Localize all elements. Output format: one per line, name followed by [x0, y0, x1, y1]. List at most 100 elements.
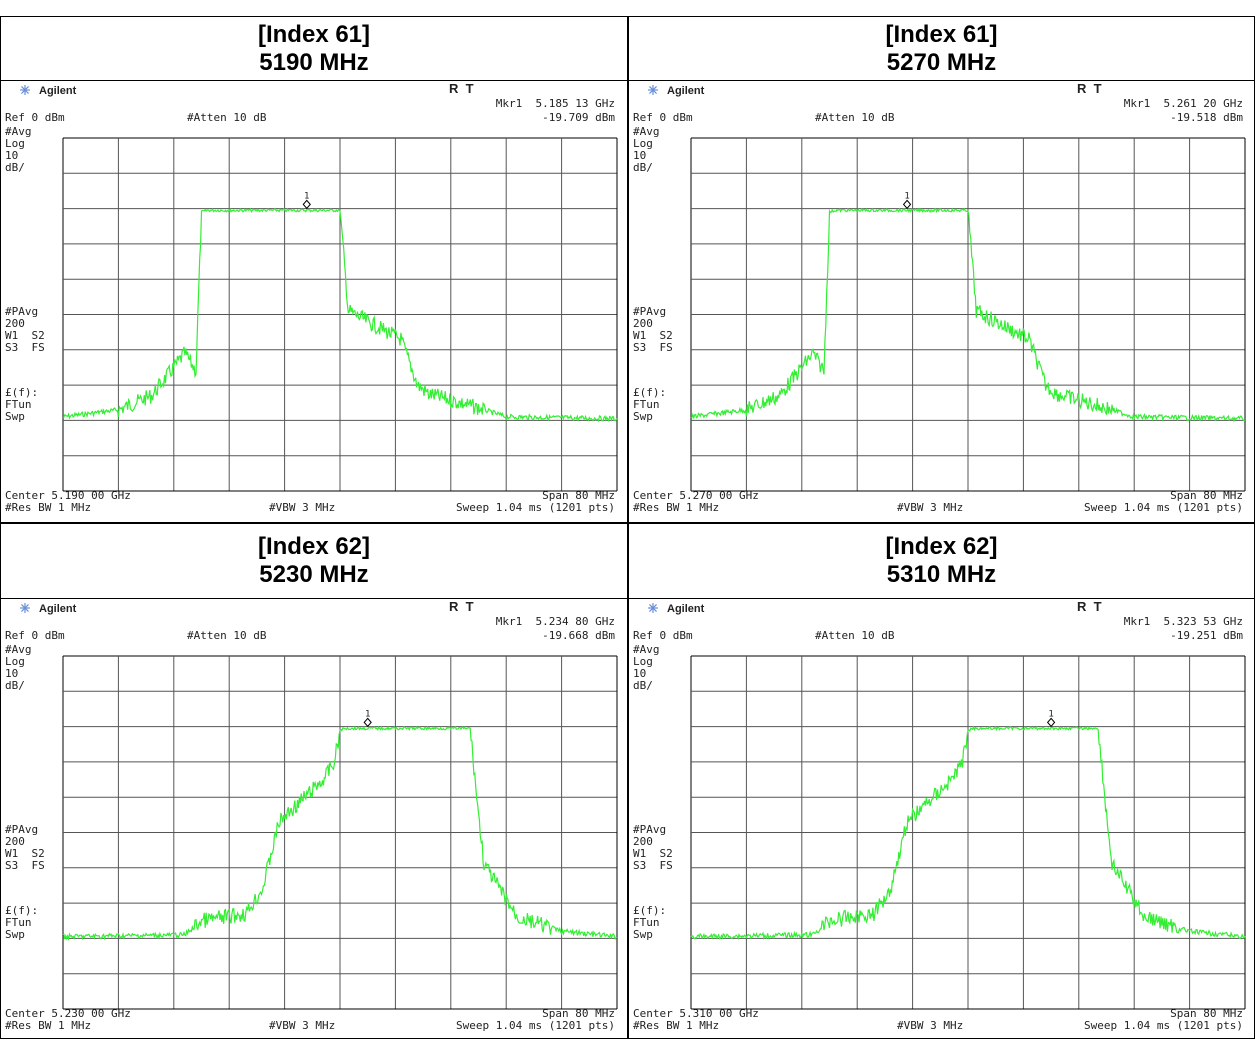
vbw: #VBW 3 MHz — [897, 501, 963, 514]
attenuation: #Atten 10 dB — [815, 111, 895, 124]
vbw: #VBW 3 MHz — [269, 1019, 335, 1032]
center-freq: Center 5.310 00 GHz — [633, 1007, 759, 1020]
trace — [690, 725, 1246, 941]
marker-diamond — [1046, 717, 1056, 728]
res-bw: #Res BW 1 MHz — [5, 501, 91, 514]
side-label: #Avg — [5, 125, 32, 138]
marker-label: 1 — [304, 191, 309, 201]
side-label: W1 S2 — [5, 847, 45, 860]
heading-line: 5270 MHz — [886, 48, 997, 76]
panel-heading: [Index 62] 5310 MHz — [628, 523, 1255, 599]
side-label: £(f): — [5, 386, 38, 399]
side-label: FTun — [5, 398, 32, 411]
heading-line: [Index 62] — [885, 533, 998, 560]
side-label: S3 FS — [5, 859, 45, 872]
mode: R T — [1077, 599, 1102, 614]
marker-freq: Mkr1 5.323 53 GHz — [1124, 615, 1243, 628]
mode: R T — [449, 599, 474, 614]
side-label: S3 FS — [633, 341, 673, 354]
icon-ray — [649, 86, 657, 94]
ref-level: Ref 0 dBm — [633, 629, 693, 642]
marker-label: 1 — [904, 191, 909, 201]
side-label: 10 — [5, 149, 18, 162]
side-label: 200 — [633, 317, 653, 330]
marker-level: -19.668 dBm — [542, 629, 615, 642]
side-label: FTun — [633, 398, 660, 411]
sweep: Sweep 1.04 ms (1201 pts) — [456, 501, 615, 514]
marker-level: -19.709 dBm — [542, 111, 615, 124]
analyzer-screen: Agilent R T Mkr1 5.261 20 GHz Ref 0 dBm #Att… — [633, 81, 1246, 514]
span: Span 80 MHz — [1170, 1007, 1243, 1020]
span: Span 80 MHz — [542, 1007, 615, 1020]
heading-line: [Index 62] — [257, 533, 371, 560]
brand: Agilent — [39, 603, 77, 615]
side-label: FTun — [5, 916, 32, 929]
side-label: dB/ — [633, 679, 653, 692]
side-label: 200 — [5, 317, 25, 330]
screen-cell: Agilent R T Mkr1 5.185 13 GHz Ref 0 dBm #Att… — [0, 80, 628, 523]
panel-heading: [Index 61] 5270 MHz — [628, 16, 1255, 81]
side-label: £(f): — [633, 386, 666, 399]
screen-cell: Agilent R T Mkr1 5.234 80 GHz Ref 0 dBm #Att… — [0, 598, 628, 1039]
marker-label: 1 — [1048, 709, 1053, 719]
res-bw: #Res BW 1 MHz — [5, 1019, 91, 1032]
panel-heading: [Index 61] 5190 MHz — [0, 16, 628, 81]
trace — [62, 725, 617, 941]
side-label: #PAvg — [5, 305, 38, 318]
sweep: Sweep 1.04 ms (1201 pts) — [1084, 501, 1243, 514]
side-label: W1 S2 — [633, 847, 673, 860]
side-label: 10 — [633, 149, 646, 162]
marker-freq: Mkr1 5.234 80 GHz — [496, 615, 615, 628]
attenuation: #Atten 10 dB — [187, 111, 267, 124]
side-label: #PAvg — [633, 823, 666, 836]
heading-line: [Index 61] — [885, 20, 998, 48]
brand-icon — [20, 85, 30, 95]
ref-level: Ref 0 dBm — [5, 111, 65, 124]
brand: Agilent — [667, 85, 705, 97]
side-label: #Avg — [5, 643, 32, 656]
brand-icon — [648, 85, 658, 95]
side-label: #PAvg — [5, 823, 38, 836]
side-label: Log — [633, 137, 653, 150]
marker-level: -19.251 dBm — [1170, 629, 1243, 642]
brand-icon — [20, 603, 30, 613]
side-label: dB/ — [5, 161, 25, 174]
side-label: Swp — [633, 928, 653, 941]
brand: Agilent — [39, 85, 77, 97]
center-freq: Center 5.230 00 GHz — [5, 1007, 131, 1020]
attenuation: #Atten 10 dB — [815, 629, 895, 642]
screen-cell: Agilent R T Mkr1 5.323 53 GHz Ref 0 dBm #Att… — [628, 598, 1255, 1039]
icon-ray — [649, 604, 657, 612]
sweep: Sweep 1.04 ms (1201 pts) — [456, 1019, 615, 1032]
trace — [690, 207, 1246, 423]
ref-level: Ref 0 dBm — [5, 629, 65, 642]
icon-ray — [21, 86, 29, 94]
side-label: dB/ — [5, 679, 25, 692]
marker-diamond — [302, 199, 311, 210]
side-label: S3 FS — [5, 341, 45, 354]
side-label: S3 FS — [633, 859, 673, 872]
marker-label: 1 — [365, 709, 370, 719]
side-label: #Avg — [633, 125, 660, 138]
side-label: Swp — [5, 410, 25, 423]
heading-line: 5190 MHz — [259, 48, 369, 76]
heading-line: 5230 MHz — [259, 561, 369, 588]
marker-freq: Mkr1 5.185 13 GHz — [496, 97, 615, 110]
marker-diamond — [363, 717, 372, 728]
icon-ray — [21, 604, 29, 612]
brand-icon — [648, 603, 658, 613]
side-label: FTun — [633, 916, 660, 929]
analyzer-screen: Agilent R T Mkr1 5.185 13 GHz Ref 0 dBm #Att… — [5, 81, 618, 514]
panel-heading: [Index 62] 5230 MHz — [0, 523, 628, 599]
side-label: £(f): — [5, 904, 38, 917]
res-bw: #Res BW 1 MHz — [633, 1019, 719, 1032]
side-label: 200 — [5, 835, 25, 848]
heading-line: [Index 61] — [257, 20, 371, 48]
marker-diamond — [902, 199, 912, 210]
vbw: #VBW 3 MHz — [897, 1019, 963, 1032]
ref-level: Ref 0 dBm — [633, 111, 693, 124]
analyzer-screen: Agilent R T Mkr1 5.323 53 GHz Ref 0 dBm #Att… — [633, 599, 1246, 1032]
side-label: dB/ — [633, 161, 653, 174]
side-label: Swp — [633, 410, 653, 423]
